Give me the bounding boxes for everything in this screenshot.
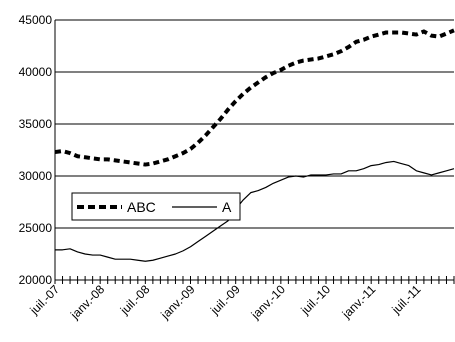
legend: ABC A xyxy=(71,192,241,221)
x-tick-label: juil.-11 xyxy=(389,282,424,317)
x-axis-tick-labels: juil.-07 janv.-08 juil.-08 janv.-09 juil… xyxy=(27,282,424,322)
legend-label-a: A xyxy=(222,199,232,215)
y-axis-tick-labels: 20000 25000 30000 35000 40000 45000 xyxy=(19,13,53,287)
y-tick-label: 45000 xyxy=(19,13,53,27)
axes xyxy=(54,20,455,284)
gridlines xyxy=(55,19,454,281)
x-tick-label: janv.-09 xyxy=(157,282,197,322)
x-tick-label: janv.-10 xyxy=(248,282,288,322)
series-lines xyxy=(54,28,455,262)
series-line-a xyxy=(55,160,455,262)
x-tick-label: juil.-07 xyxy=(27,282,63,318)
x-tick-label: juil.-08 xyxy=(117,282,153,318)
y-tick-label: 25000 xyxy=(19,221,53,235)
x-tick-label: juil.-09 xyxy=(207,282,243,318)
y-tick-label: 30000 xyxy=(19,169,53,183)
legend-label-abc: ABC xyxy=(127,199,156,215)
y-tick-label: 40000 xyxy=(19,65,53,79)
x-tick-label: janv.-08 xyxy=(67,282,107,322)
series-line-abc xyxy=(54,28,455,167)
y-tick-label: 35000 xyxy=(19,117,53,131)
y-tick-label: 20000 xyxy=(19,273,53,287)
x-tick-label: janv.-11 xyxy=(339,282,379,322)
x-tick-label: juil.-10 xyxy=(298,282,334,318)
